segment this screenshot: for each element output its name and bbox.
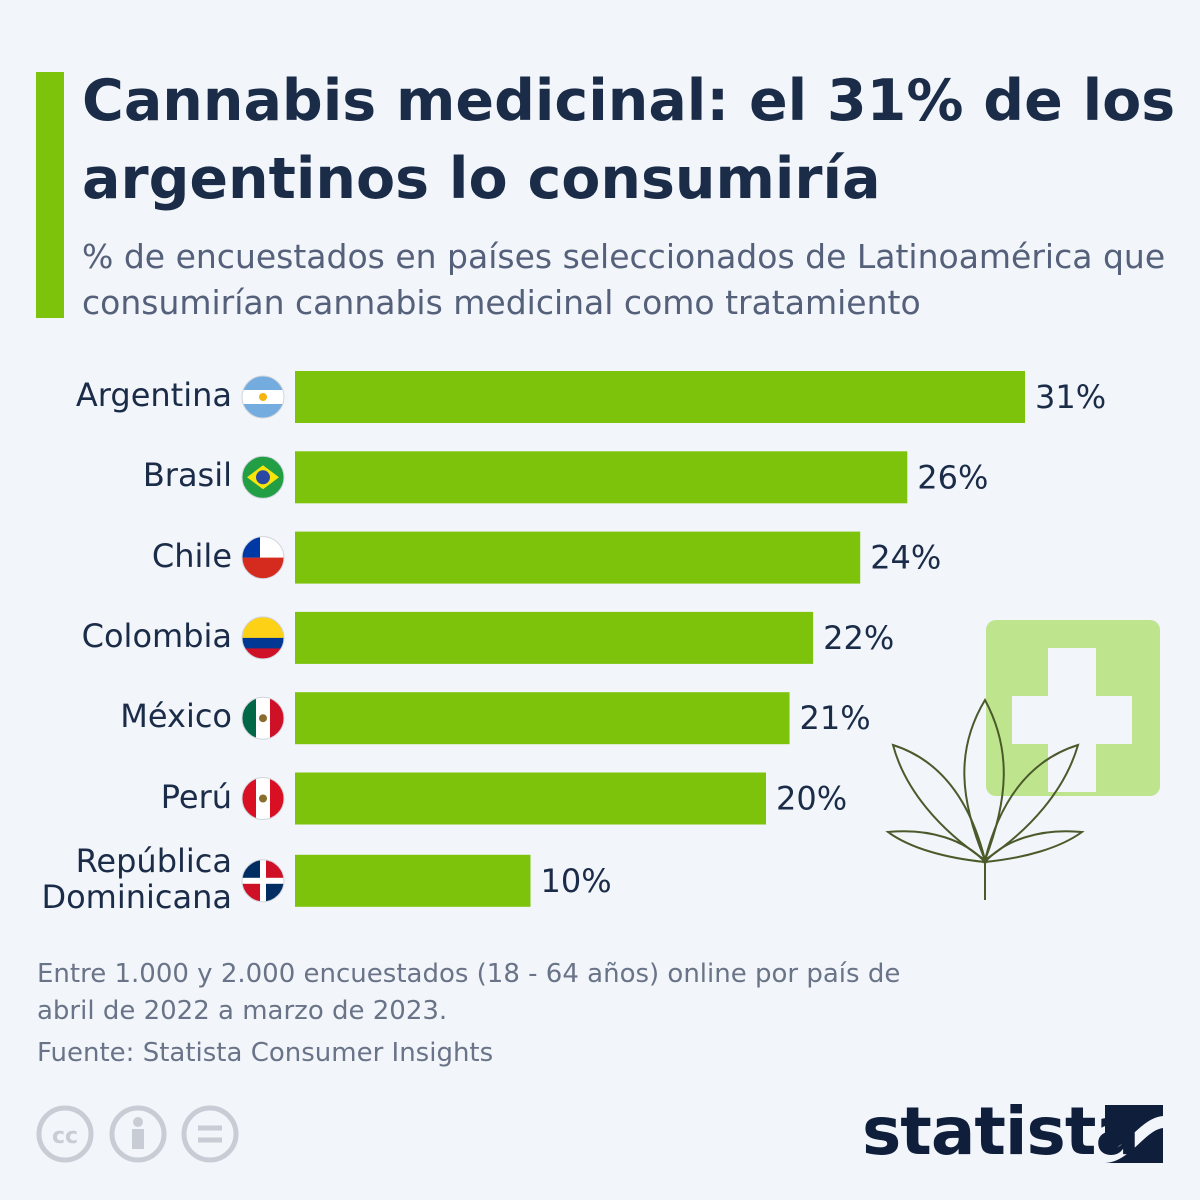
category-label: Perú bbox=[160, 777, 232, 816]
value-label: 24% bbox=[870, 539, 941, 577]
flag-stripe bbox=[242, 404, 284, 418]
category-label: Argentina bbox=[75, 376, 232, 414]
flag-detail bbox=[260, 859, 266, 902]
bar bbox=[295, 854, 531, 907]
flag-stripe bbox=[242, 376, 284, 391]
bar bbox=[295, 531, 861, 584]
category-label: República Dominicana bbox=[41, 841, 232, 916]
flag-stripe bbox=[270, 697, 284, 740]
brand: statista bbox=[862, 1093, 1140, 1170]
flag-stripe bbox=[242, 557, 284, 579]
flag-icon bbox=[241, 375, 285, 419]
flag-stripe bbox=[242, 777, 257, 820]
category-label: Brasil bbox=[142, 456, 232, 495]
flag-outline bbox=[241, 859, 285, 903]
svg-text:cc: cc bbox=[52, 1124, 78, 1149]
accent-bar bbox=[36, 72, 64, 318]
flag-icon bbox=[241, 696, 285, 740]
flag-outline bbox=[241, 455, 285, 499]
flag-detail bbox=[259, 393, 267, 401]
flag-icon bbox=[241, 536, 285, 580]
flag-stripe bbox=[242, 648, 284, 659]
chart-title: Cannabis medicinal: el 31% de los argent… bbox=[82, 68, 1176, 212]
flag-stripe bbox=[242, 637, 284, 649]
flag-detail bbox=[259, 714, 267, 723]
flag-icon bbox=[241, 777, 285, 820]
category-label: Colombia bbox=[81, 616, 232, 655]
bar bbox=[295, 772, 766, 825]
value-label: 10% bbox=[541, 862, 612, 900]
footnote: Entre 1.000 y 2.000 encuestados (18 - 64… bbox=[37, 959, 901, 1026]
value-label: 26% bbox=[917, 458, 988, 496]
bar bbox=[295, 611, 814, 664]
leaf-icon bbox=[885, 697, 1085, 900]
flag-outline bbox=[241, 696, 285, 740]
chart-subtitle: % de encuestados en países seleccionados… bbox=[82, 237, 1166, 322]
flag-detail bbox=[256, 470, 270, 485]
value-label: 21% bbox=[800, 699, 871, 737]
flag-stripe bbox=[242, 697, 257, 740]
category-label: Chile bbox=[151, 536, 232, 575]
bar bbox=[295, 451, 908, 504]
bar bbox=[295, 692, 790, 745]
flag-outline bbox=[241, 536, 285, 580]
flag-outline bbox=[241, 777, 285, 820]
value-label: 22% bbox=[823, 619, 894, 657]
flag-icon bbox=[241, 616, 285, 660]
flag-stripe bbox=[242, 616, 284, 628]
bar bbox=[295, 371, 1026, 423]
category-label: México bbox=[120, 697, 232, 736]
value-label: 20% bbox=[776, 780, 847, 818]
flag-icon bbox=[241, 859, 285, 903]
brand-logo-mark bbox=[1105, 1105, 1163, 1163]
source: Fuente: Statista Consumer Insights bbox=[37, 1038, 494, 1068]
value-label: 31% bbox=[1035, 378, 1106, 416]
flag-detail bbox=[259, 794, 267, 803]
flag-stripe bbox=[242, 627, 284, 639]
flag-stripe bbox=[270, 777, 284, 820]
flag-icon bbox=[241, 455, 285, 499]
flag-outline bbox=[241, 375, 285, 419]
flag-outline bbox=[241, 616, 285, 660]
medical-icon bbox=[986, 620, 1160, 796]
license-icons: cc bbox=[36, 1105, 239, 1163]
